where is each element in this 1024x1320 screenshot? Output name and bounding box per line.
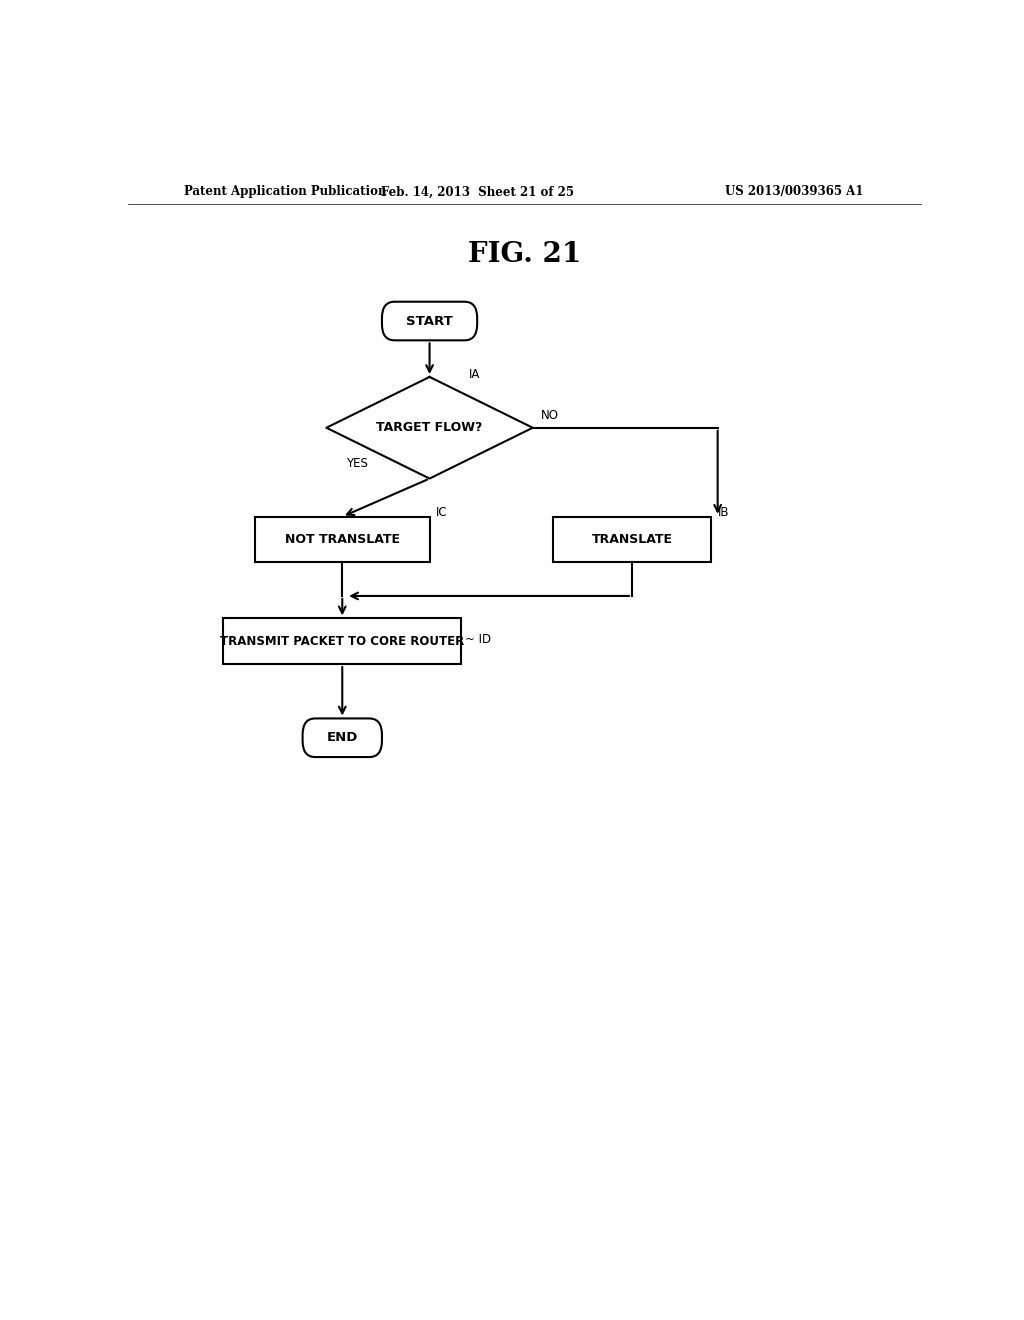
Bar [553,516,712,562]
Text: YES: YES [346,458,368,470]
Text: FIG. 21: FIG. 21 [468,242,582,268]
Polygon shape [327,378,532,479]
Text: Feb. 14, 2013  Sheet 21 of 25: Feb. 14, 2013 Sheet 21 of 25 [381,185,573,198]
Text: TARGET FLOW?: TARGET FLOW? [377,421,482,434]
Text: Patent Application Publication: Patent Application Publication [183,185,386,198]
Text: ~ ID: ~ ID [465,632,492,645]
Text: TRANSLATE: TRANSLATE [592,533,673,546]
Text: IB: IB [718,506,729,519]
Text: IA: IA [469,368,480,381]
Text: TRANSMIT PACKET TO CORE ROUTER: TRANSMIT PACKET TO CORE ROUTER [220,635,465,648]
Bar [255,516,430,562]
Text: NOT TRANSLATE: NOT TRANSLATE [285,533,399,546]
Text: US 2013/0039365 A1: US 2013/0039365 A1 [725,185,864,198]
Text: START: START [407,314,453,327]
FancyBboxPatch shape [303,718,382,758]
Text: END: END [327,731,358,744]
Bar [223,618,462,664]
FancyBboxPatch shape [382,302,477,341]
Text: IC: IC [436,506,447,519]
Text: NO: NO [541,409,559,421]
